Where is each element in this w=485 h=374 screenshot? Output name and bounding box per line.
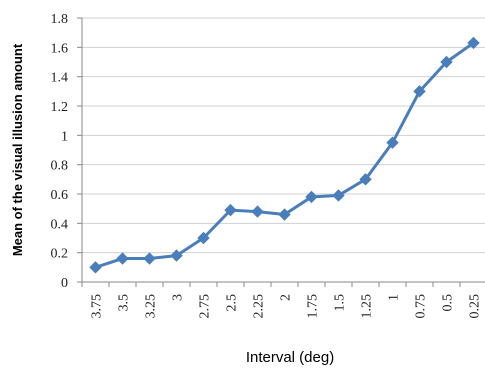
- x-tick-label: 3: [171, 294, 186, 301]
- gridlines: [82, 17, 485, 254]
- y-tick-label: 0.6: [51, 188, 69, 203]
- y-tick-labels: 0 0.2 0.4 0.6 0.8 1 1.2 1.4 1.6 1.8: [51, 12, 69, 291]
- x-tick-label: 1: [387, 294, 402, 301]
- x-tick-label: 1.25: [360, 294, 375, 319]
- x-tick-labels: 3.75 3.5 3.25 3 2.75 2.5 2.25 2 1.75 1.5 1.25 1 0.75…: [90, 294, 483, 319]
- data-point-marker: [116, 252, 129, 265]
- x-axis-label: Interval (deg): [246, 349, 334, 366]
- y-tick-label: 0.4: [51, 217, 69, 232]
- x-tick-label: 3.5: [117, 294, 132, 312]
- data-point-marker: [197, 231, 210, 245]
- x-tick-label: 2.25: [252, 294, 267, 319]
- x-tick-label: 2.75: [198, 294, 213, 319]
- y-tick-label: 1.8: [51, 12, 69, 27]
- x-tick-label: 0.25: [468, 294, 483, 319]
- data-point-marker: [278, 208, 291, 221]
- y-tick-label: 1: [61, 129, 68, 144]
- y-tick-label: 0.2: [51, 247, 69, 262]
- data-point-marker: [332, 189, 345, 202]
- y-tick-label: 0.8: [51, 159, 69, 174]
- data-point-marker: [170, 249, 183, 262]
- y-tick-label: 0: [61, 276, 68, 291]
- data-point-marker: [305, 190, 318, 204]
- x-tick-label: 3.75: [90, 294, 105, 319]
- x-tick-label: 0.75: [414, 294, 429, 319]
- data-point-marker: [440, 55, 453, 69]
- x-tick-label: 1.5: [333, 294, 348, 312]
- x-tick-label: 1.75: [306, 294, 321, 319]
- x-tick-label: 3.25: [144, 294, 159, 319]
- y-tick-label: 1.6: [51, 41, 69, 56]
- axes: [77, 17, 485, 287]
- data-point-marker: [251, 205, 264, 218]
- y-tick-label: 1.2: [51, 100, 69, 115]
- y-axis-label: Mean of the visual illusion amount: [10, 43, 25, 256]
- data-point-marker: [89, 261, 102, 274]
- y-tick-label: 1.4: [51, 71, 69, 86]
- series-layer: [89, 36, 480, 274]
- x-tick-label: 2.5: [225, 294, 240, 312]
- data-point-marker: [224, 203, 237, 217]
- data-point-marker: [359, 173, 372, 186]
- data-point-marker: [143, 252, 156, 265]
- x-tick-label: 2: [279, 294, 294, 301]
- data-point-marker: [467, 36, 480, 50]
- x-tick-label: 0.5: [441, 294, 456, 312]
- data-point-marker: [386, 136, 399, 149]
- data-point-marker: [413, 85, 426, 98]
